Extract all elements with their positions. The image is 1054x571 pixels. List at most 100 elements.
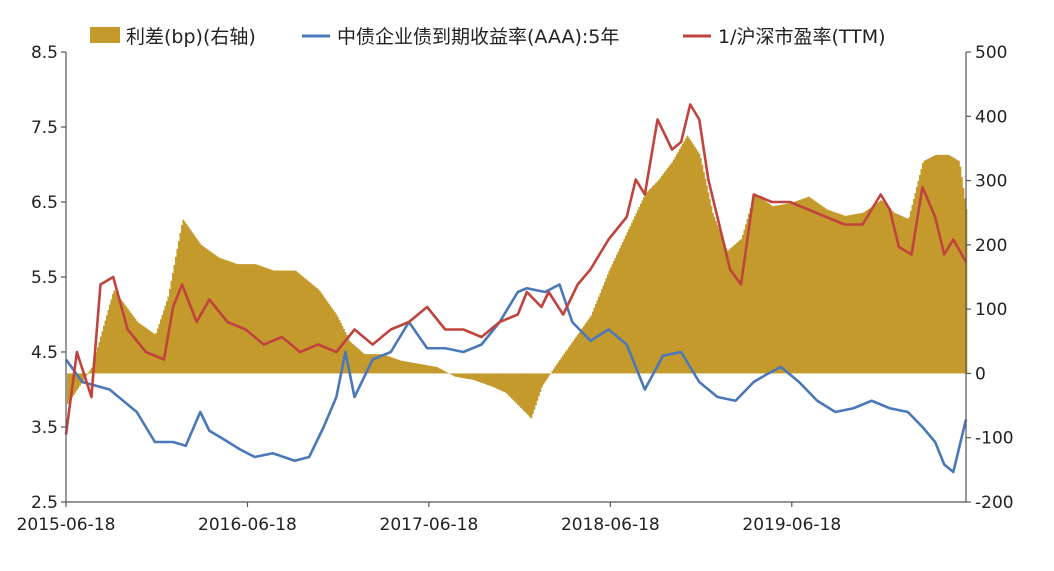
spread-bar [833, 212, 836, 374]
spread-bar [413, 362, 416, 374]
spread-bar [694, 146, 696, 374]
spread-bar [170, 280, 173, 374]
spread-bar [946, 154, 948, 374]
legend-swatch-spread [90, 27, 120, 43]
spread-bar [551, 370, 554, 374]
spread-bar [244, 264, 246, 374]
spread-bar [349, 341, 351, 374]
spread-bar [650, 187, 653, 374]
spread-bar [766, 202, 768, 374]
spread-bar [796, 200, 798, 374]
spread-bar [230, 261, 233, 374]
spread-bar [514, 373, 516, 402]
spread-bar [949, 155, 951, 374]
spread-bar [740, 238, 743, 374]
spread-bar [457, 373, 459, 378]
left-tick-label: 5.5 [31, 268, 58, 288]
spread-bar [527, 373, 530, 416]
spread-bar [698, 153, 701, 374]
spread-bar [403, 361, 405, 374]
spread-bar [604, 281, 606, 374]
spread-bar [392, 357, 395, 374]
spread-bar [616, 254, 618, 374]
spread-bar [812, 199, 815, 374]
spread-bar [265, 267, 267, 374]
spread-bar [725, 248, 728, 374]
spread-bar [850, 214, 852, 374]
spread-bar [848, 215, 851, 374]
spread-bar [151, 332, 153, 374]
spread-bar [422, 364, 425, 374]
spread-bar [889, 208, 891, 374]
spread-bar [637, 210, 639, 374]
spread-bar [124, 304, 126, 374]
spread-bar [847, 215, 849, 374]
left-tick-label: 4.5 [31, 343, 58, 363]
spread-bar [529, 373, 531, 417]
spread-bar [547, 373, 549, 378]
spread-bar [467, 373, 470, 379]
spread-bar [160, 319, 162, 374]
right-tick-label: 500 [975, 43, 1007, 63]
spread-bar [332, 310, 335, 374]
spread-bar [727, 250, 729, 374]
spread-bar [127, 308, 129, 374]
spread-bar [310, 283, 312, 374]
spread-bar [245, 264, 248, 374]
spread-bar [778, 205, 780, 374]
spread-bar [199, 243, 201, 374]
spread-bar [617, 251, 620, 374]
spread-bar [464, 373, 467, 379]
spread-bar [313, 285, 315, 374]
spread-bar [883, 202, 885, 374]
spread-bar [695, 149, 698, 374]
spread-bar [818, 203, 821, 374]
spread-bar [158, 323, 161, 374]
spread-bar [119, 298, 122, 374]
spread-bar [674, 156, 677, 374]
spread-bar [952, 157, 954, 374]
spread-bar [91, 367, 93, 374]
spread-bar [613, 261, 615, 374]
spread-bars [67, 135, 968, 419]
spread-bar [574, 338, 576, 374]
x-tick-label: 2016-06-18 [198, 515, 297, 535]
spread-bar [791, 202, 794, 374]
spread-bar [697, 151, 699, 374]
spread-bar [385, 355, 387, 374]
spread-bar [646, 192, 648, 374]
spread-bar [775, 205, 777, 374]
spread-bar [589, 317, 591, 374]
spread-bar [430, 365, 432, 374]
spread-bar [85, 373, 87, 377]
spread-bar [544, 373, 546, 383]
spread-bar [305, 279, 308, 374]
spread-bar [496, 373, 498, 389]
spread-bar [394, 358, 396, 374]
spread-bar [503, 373, 506, 392]
spread-bar [400, 360, 402, 374]
spread-bar [955, 159, 957, 374]
spread-bar [628, 229, 630, 374]
spread-bar [406, 361, 408, 374]
spread-bar [830, 210, 833, 374]
spread-bar [799, 199, 801, 374]
spread-bar [860, 213, 863, 374]
spread-bar [200, 245, 203, 374]
spread-bar [719, 232, 722, 374]
spread-bar [533, 373, 536, 410]
spread-bar [715, 220, 717, 374]
spread-bar [80, 373, 83, 384]
spread-bar [644, 194, 647, 374]
left-tick-label: 3.5 [31, 418, 58, 438]
spread-bar [226, 260, 228, 374]
spread-bar [472, 373, 474, 380]
spread-bar [752, 197, 755, 374]
spread-bar [560, 357, 563, 374]
spread-bar [134, 318, 137, 374]
spread-bar [811, 198, 813, 374]
spread-bar [133, 316, 135, 374]
spread-bar [113, 290, 116, 374]
pe-line [64, 103, 968, 435]
